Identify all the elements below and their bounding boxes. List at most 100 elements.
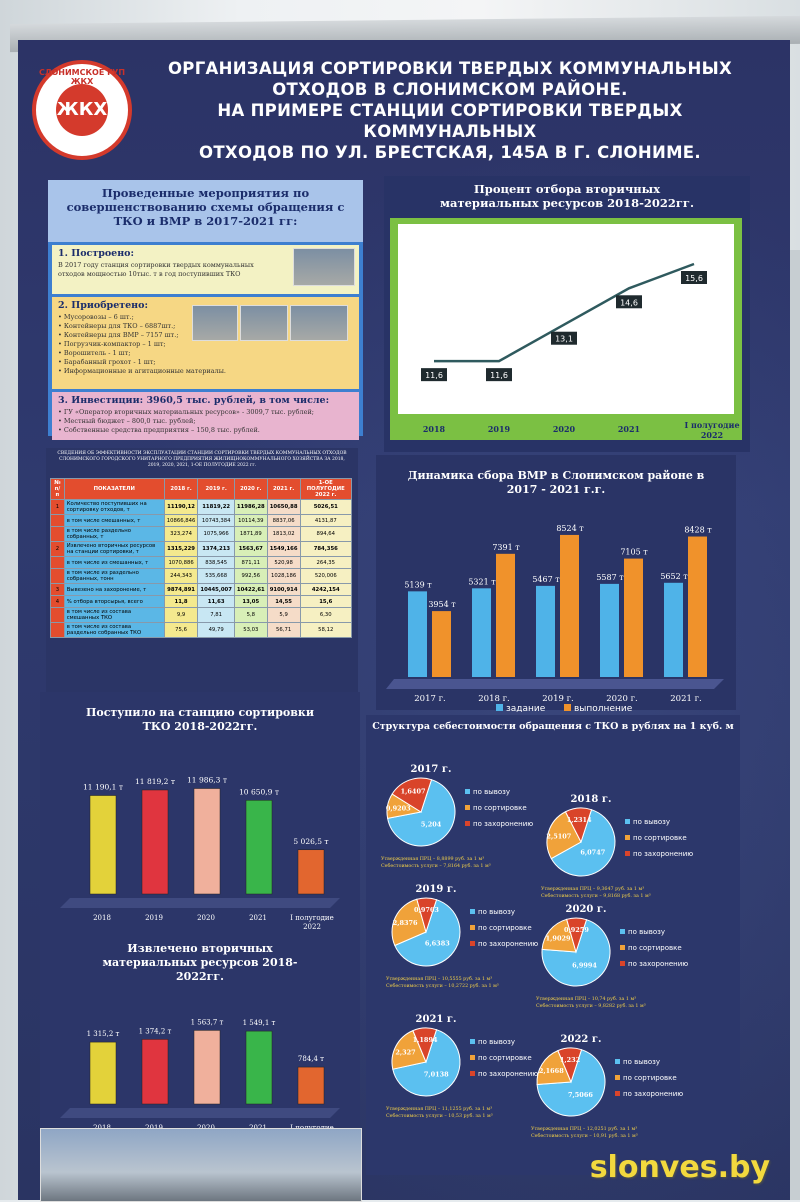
pie-note: Утвержденная ПРЦ – 9,3647 руб. за 1 м³ (541, 885, 644, 892)
pie-slice-label: 7,0138 (424, 1070, 449, 1078)
table-cell: 13,05 (233, 595, 268, 608)
line-chart-panel: Процент отбора вторичных материальных ре… (384, 176, 750, 452)
vmr-bar-label: 5467 т (532, 575, 560, 584)
pie-legend-swatch (465, 805, 470, 810)
table-cell (50, 607, 65, 623)
pie-legend-label: по вывозу (473, 788, 510, 796)
acquired-item: • Контейнеры для ТКО – 6887шт.; (58, 322, 176, 330)
bar (245, 800, 273, 895)
table-cell: 1070,886 (163, 556, 199, 569)
tko-chart-title: Поступило на станцию сортировки ТКО 2018… (86, 706, 314, 733)
table-cell: Извлечено вторичных ресурсов на станции … (63, 541, 165, 557)
x-tick-label: 2017 г. (414, 694, 446, 704)
vmr-chart-panel: Динамика сбора ВМР в Слонимском районе в… (376, 455, 736, 714)
line-chart: 11,6 2018 11,6 2019 13,1 2020 14,6 2021 15,6 I по… (390, 218, 742, 440)
pie-legend-swatch (470, 941, 475, 946)
data-label-bg (616, 295, 642, 309)
table-cell (50, 556, 65, 569)
table-cell: 535,668 (197, 568, 235, 584)
table-header-cell: № п/п (50, 478, 65, 500)
pie-slice (566, 917, 588, 954)
pie-legend-label: по вывозу (633, 818, 670, 826)
table-cell (50, 514, 65, 527)
bar (89, 1041, 117, 1105)
pie-legend-label: по вывозу (628, 928, 665, 936)
pie-note: Утвержденная ПРЦ – 10,74 руб. за 1 м³ (536, 995, 636, 1002)
table-cell (50, 622, 65, 638)
pie-slice-label: 1,9029 (546, 934, 571, 942)
acquired-list: • Мусоровозы – 6 шт.; • Контейнеры для ТК… (58, 313, 353, 376)
table-cell: в том числе из состава раздельно собранн… (63, 622, 165, 638)
pie-slice-label: 7,5066 (568, 1091, 593, 1099)
pie-slice (536, 1049, 572, 1086)
table-cell: 520,98 (266, 556, 301, 569)
pie-slice-label: 6,6383 (425, 939, 450, 947)
table-cell: 992,56 (233, 568, 268, 584)
x-tick-label: 2019 (488, 424, 511, 434)
table-cell: 871,11 (233, 556, 268, 569)
table-cell: 9,9 (163, 607, 199, 623)
tko-chart: 11 190,1 т 2018 11 819,2 т 2019 11 986,3 т 20… (60, 776, 340, 931)
acquired-item: • Ворошитель - 1 шт; (58, 349, 131, 357)
table-cell: 323,274 (163, 526, 199, 542)
bar (245, 1030, 273, 1105)
x-tick-label: 2018 (93, 914, 111, 922)
pie-legend-label: по захоронению (473, 820, 533, 828)
table-cell (50, 526, 65, 542)
pie-year: 2022 г. (561, 1034, 602, 1045)
pie-legend-swatch (620, 961, 625, 966)
table-cell: 8837,06 (266, 514, 301, 527)
pie-legend-swatch (625, 851, 630, 856)
data-label: 14,6 (620, 298, 638, 307)
pie-slice (394, 899, 461, 967)
pie-legend-swatch (615, 1075, 620, 1080)
table-cell: в том числе раздельно собранных, т (63, 526, 165, 542)
table-cell: 14,55 (266, 595, 301, 608)
pie-slice-label: 5,204 (421, 820, 442, 828)
built-title: 1. Построено: (58, 248, 135, 259)
pie-slice (387, 779, 456, 847)
pie-slice-label: 1,6407 (401, 787, 426, 795)
table-cell: 11,63 (197, 595, 235, 608)
measures-panel: Проведенные мероприятия по совершенствов… (48, 180, 363, 440)
pie-slice-label: 0,9259 (564, 926, 589, 934)
table-header-cell: 1-ОЕ ПОЛУГОДИЕ 2022 г. (299, 478, 353, 500)
pie-legend-label: по захоронению (478, 1070, 538, 1078)
table-cell: 4131,87 (299, 514, 353, 527)
line-series (434, 262, 695, 363)
pie-note: Себестоимость услуги – 10,91 руб. за 1 м… (531, 1132, 638, 1139)
x-tick-label: 2018 (423, 424, 446, 434)
x-tick-label: 2021 (618, 424, 640, 434)
logo-ring-text: СЛОНИМСКОЕ ГУП ЖКХ (38, 68, 126, 86)
pie-slice (546, 811, 582, 860)
logo-mark: ЖКХ (56, 84, 108, 136)
vmr-bar-label: 5587 т (596, 573, 624, 582)
table-cell: 75,6 (163, 622, 199, 638)
cost-structure-title: Структура себестоимости обращения с ТКО … (372, 721, 734, 732)
acquired-item: • Барабанный грохот - 1 шт; (58, 358, 156, 366)
bar-label: 5 026,5 т (293, 837, 328, 846)
pie-legend-swatch (615, 1091, 620, 1096)
table-cell: 1075,966 (197, 526, 235, 542)
bar-label: 11 986,3 т (187, 776, 227, 785)
chart-floor (60, 1108, 340, 1118)
pie-slice (557, 1047, 583, 1084)
pie-legend-label: по захоронению (623, 1090, 683, 1098)
bar-label: 11 819,2 т (135, 777, 175, 786)
pie-legend-label: по захоронению (478, 940, 538, 948)
table-cell: 520,006 (299, 568, 353, 584)
vmr-bar-fact (624, 558, 643, 677)
table-row: в том числе раздельно собранных, т 323,27… (50, 526, 353, 542)
pie-legend-label: по захоронению (628, 960, 688, 968)
bar-label: 1 374,2 т (139, 1027, 172, 1035)
pie-note: Утвержденная ПРЦ – 11,1255 руб. за 1 м³ (386, 1105, 492, 1112)
table-cell: 4242,154 (299, 583, 353, 596)
pie-year: 2019 г. (416, 884, 457, 895)
x-tick-label: 2018 г. (478, 694, 510, 704)
pie-legend-label: по вывозу (478, 908, 515, 916)
bar (141, 789, 169, 895)
table-cell: 10422,61 (233, 583, 268, 596)
pie-legend-label: по сортировке (633, 834, 687, 842)
bar (297, 849, 325, 895)
